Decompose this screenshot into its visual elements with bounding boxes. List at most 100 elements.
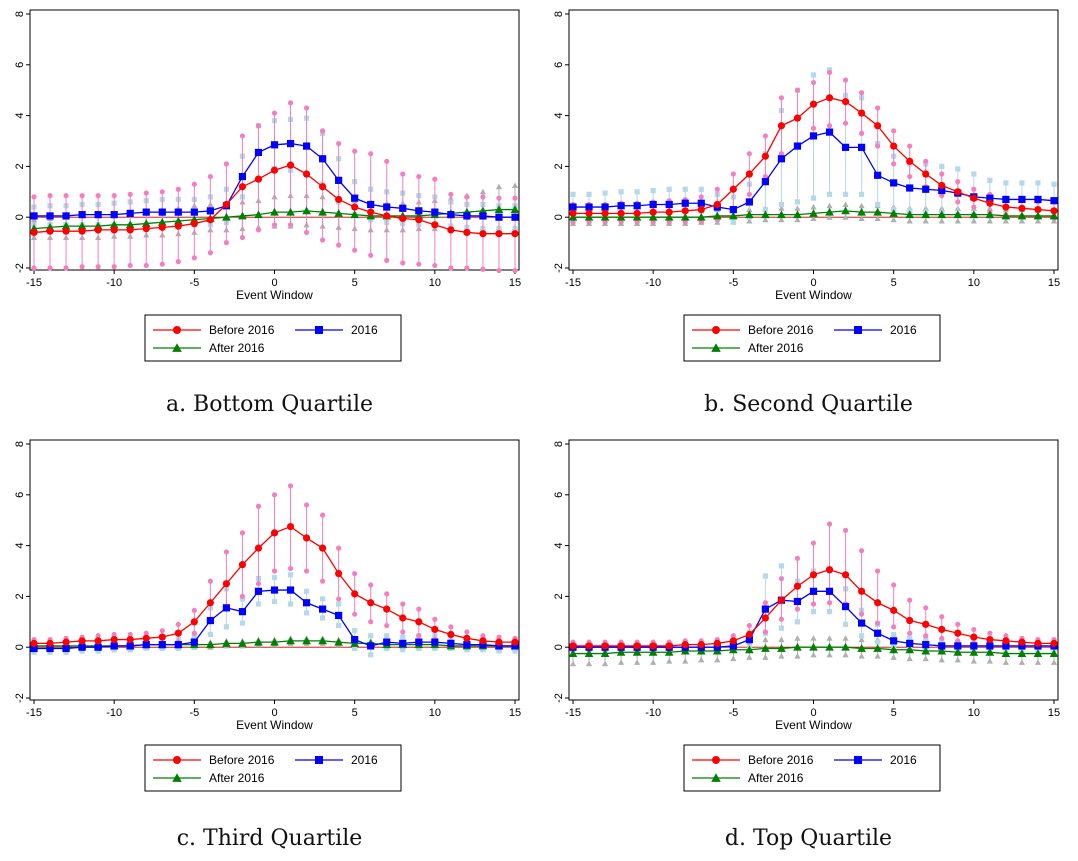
ci-lower-mark: [384, 257, 390, 263]
ci-upper-mark: [826, 69, 833, 76]
data-point: [841, 571, 850, 579]
ci-upper-mark: [287, 100, 294, 106]
data-point: [286, 586, 295, 594]
data-point: [745, 198, 753, 206]
ci-upper-mark: [336, 140, 342, 147]
ci-upper-mark: [810, 72, 817, 78]
data-point: [825, 128, 834, 136]
data-point: [697, 641, 705, 649]
data-point: [890, 606, 898, 614]
data-point: [511, 213, 519, 221]
ci-upper-mark: [95, 633, 101, 639]
ci-upper-mark: [858, 202, 865, 209]
legend-label: 2016: [351, 323, 378, 337]
data-point: [447, 211, 455, 219]
ci-lower-mark: [859, 130, 865, 136]
legend-marker: [315, 756, 323, 764]
data-point: [142, 634, 150, 642]
x-axis-title: Event Window: [236, 718, 313, 732]
ci-upper-mark: [971, 186, 977, 192]
data-point: [809, 100, 818, 108]
legend-label: Before 2016: [209, 323, 275, 337]
ci-upper-mark: [352, 570, 358, 577]
ci-upper-mark: [778, 636, 785, 643]
data-point: [463, 212, 471, 220]
data-point: [922, 170, 930, 178]
ci-lower-mark: [907, 630, 913, 636]
data-point: [793, 582, 802, 590]
data-point: [270, 141, 279, 149]
data-point: [110, 635, 118, 644]
data-point: [665, 642, 673, 650]
ci-lower-mark: [63, 265, 69, 271]
data-point: [761, 605, 769, 613]
legend-marker: [712, 326, 720, 334]
ci-upper-mark: [111, 193, 117, 199]
ci-lower-mark: [223, 624, 229, 630]
ci-lower-mark: [794, 199, 801, 205]
legend-box: [144, 314, 402, 362]
data-point: [793, 142, 802, 150]
data-point: [77, 221, 87, 230]
data-point: [383, 638, 391, 646]
data-point: [873, 207, 882, 216]
ci-upper-mark: [650, 187, 656, 194]
ci-upper-mark: [111, 631, 117, 638]
ci-lower-mark: [400, 647, 406, 653]
ci-upper-mark: [794, 635, 801, 641]
ci-lower-mark: [1034, 659, 1042, 665]
data-point: [190, 618, 198, 626]
data-point: [109, 220, 119, 229]
ci-upper-mark: [287, 483, 294, 489]
data-point: [1049, 649, 1059, 658]
ci-upper-mark: [1003, 633, 1009, 639]
data-point: [841, 98, 850, 106]
ci-lower-mark: [842, 120, 849, 126]
y-tick-label: 4: [14, 543, 26, 549]
ci-upper-mark: [143, 190, 149, 196]
data-point: [415, 207, 423, 215]
data-point: [890, 142, 898, 150]
data-point: [1001, 649, 1011, 658]
data-point: [1017, 649, 1027, 658]
ci-lower-mark: [601, 660, 609, 667]
ci-lower-mark: [891, 161, 897, 167]
data-point: [648, 647, 658, 656]
data-point: [206, 616, 214, 625]
ci-lower-mark: [496, 648, 502, 654]
ci-upper-mark: [1019, 180, 1025, 186]
ci-lower-mark: [778, 201, 785, 208]
ci-lower-mark: [858, 652, 865, 659]
ci-lower-mark: [762, 216, 769, 223]
data-point: [286, 636, 295, 645]
data-point: [729, 642, 737, 650]
ci-upper-mark: [810, 635, 817, 641]
data-point: [777, 210, 786, 219]
ci-upper-mark: [923, 158, 929, 164]
data-point: [206, 599, 214, 607]
ci-upper-mark: [303, 588, 310, 594]
ci-upper-mark: [255, 123, 262, 129]
y-tick-label: 8: [14, 11, 26, 17]
y-tick-label: 2: [553, 593, 565, 599]
data-point: [906, 639, 914, 647]
data-point: [206, 207, 214, 215]
data-point: [350, 210, 359, 219]
ci-upper-mark: [63, 193, 69, 199]
data-point: [713, 643, 721, 651]
data-point: [601, 209, 609, 217]
legend-label: After 2016: [209, 341, 265, 355]
ci-upper-mark: [464, 194, 470, 200]
ci-upper-mark: [207, 173, 213, 180]
x-tick-label: -5: [728, 707, 738, 719]
ci-upper-mark: [368, 151, 374, 157]
legend-marker: [711, 343, 721, 352]
ci-upper-mark: [191, 181, 197, 187]
ci-upper-mark: [47, 193, 53, 199]
data-point: [986, 642, 994, 650]
ci-lower-mark: [810, 601, 817, 607]
ci-upper-mark: [1035, 180, 1041, 186]
panel-third-quartile: -2 0 2 4 6 8 -15 -10 -5 0 5 10 15 Event Window Before …: [0, 430, 539, 860]
ci-lower-mark: [810, 125, 817, 131]
data-point: [857, 644, 866, 652]
